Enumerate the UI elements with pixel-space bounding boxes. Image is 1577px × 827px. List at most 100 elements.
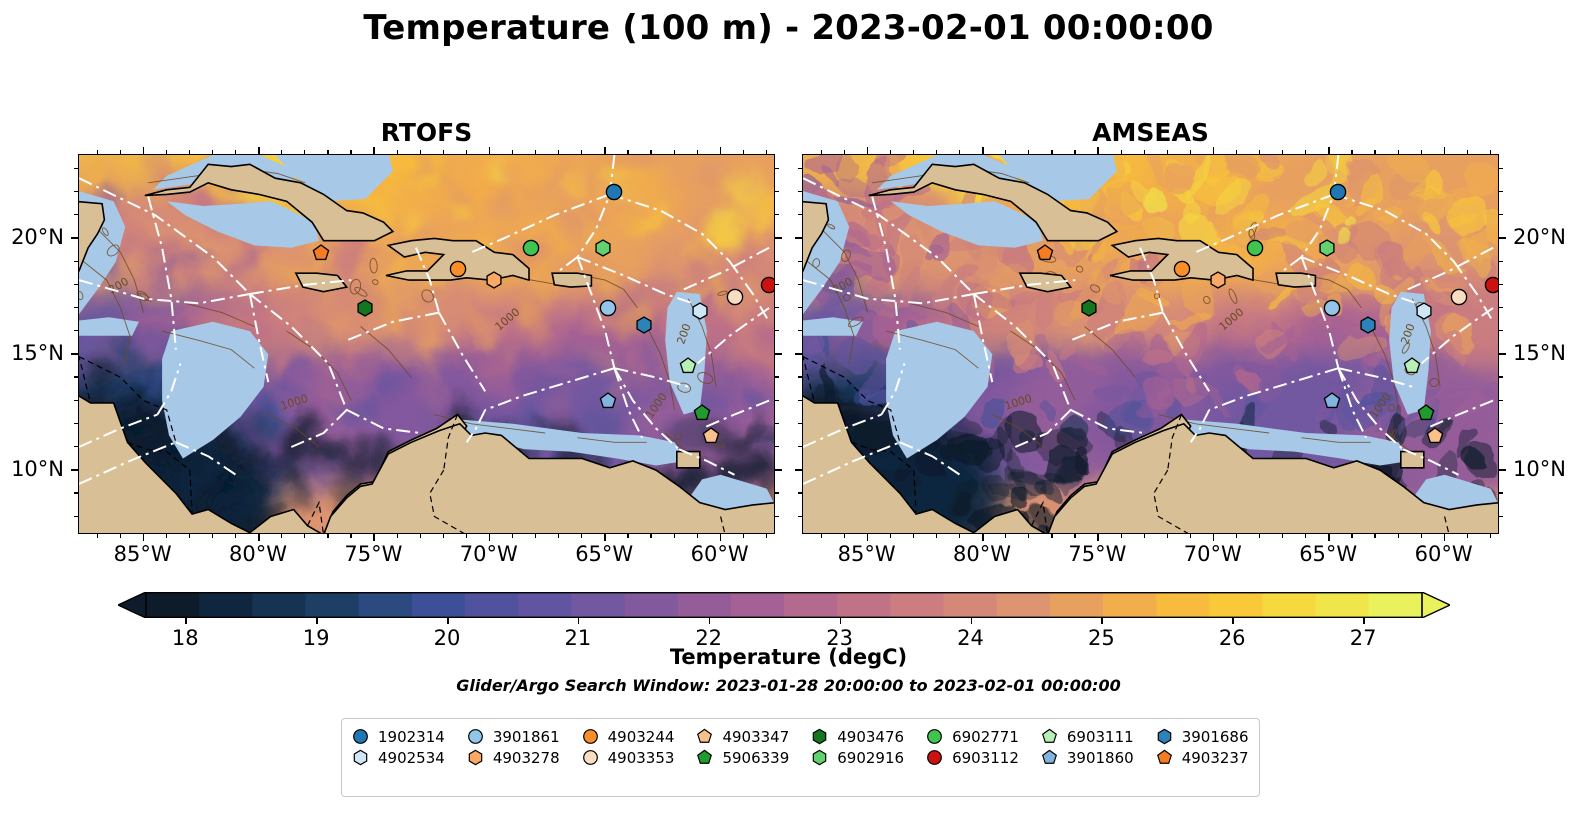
legend-item-4903353[interactable]: 4903353 [582,748,674,767]
legend-label: 4903476 [837,727,905,746]
axis-tick [119,534,121,538]
axis-tick [775,260,779,262]
float-marker-5906339[interactable] [693,403,712,426]
float-marker-6903111[interactable] [1403,357,1422,380]
axis-tick [1351,534,1353,538]
xtick-label: 65°W [575,542,634,566]
float-marker-3901686[interactable] [635,315,654,338]
legend-item-1902314[interactable]: 1902314 [352,727,445,746]
float-marker-3901861[interactable] [598,299,617,322]
axis-tick [1397,150,1399,154]
legend-item-6902916[interactable]: 6902916 [811,748,904,767]
axis-tick [982,147,984,154]
float-marker-1902314[interactable] [1329,183,1348,206]
map-panel-rtofs[interactable]: RTOFS 1000 1000 1000 200 200 85°W 80°W 75°W 70°… [11,118,782,566]
float-marker-6902916[interactable] [593,239,612,262]
axis-tick [119,150,121,154]
axis-tick [327,150,329,154]
axis-tick [373,147,375,154]
legend-item-3901686[interactable]: 3901686 [1156,727,1249,746]
xtick-label: 70°W [459,542,518,566]
legend-item-6902771[interactable]: 6902771 [926,727,1019,746]
float-marker-4903278[interactable] [1209,271,1228,294]
axis-tick [935,534,938,538]
float-marker-4903244[interactable] [448,259,467,282]
float-marker-1902314[interactable] [605,183,624,206]
legend-item-4903347[interactable]: 4903347 [696,727,789,746]
pentagon-marker-icon [1041,728,1058,745]
pentagon-marker-icon [696,749,713,766]
float-marker-4903353[interactable] [1449,287,1468,310]
legend-label: 1902314 [378,727,445,746]
float-marker-6902771[interactable] [522,239,541,262]
float-marker-4902534[interactable] [690,301,709,324]
float-marker-3901861[interactable] [1322,299,1341,322]
legend-label: 4903244 [607,727,675,746]
float-marker-6902771[interactable] [1246,239,1265,262]
float-marker-4903278[interactable] [485,271,504,294]
float-marker-4903476[interactable] [356,299,375,322]
legend-item-5906339[interactable]: 5906339 [696,748,789,767]
legend-item-4903278[interactable]: 4903278 [467,748,560,767]
legend-item-3901860[interactable]: 3901860 [1041,748,1134,767]
axis-tick [1499,492,1503,494]
hexagon-marker-icon [352,749,369,766]
float-marker-4903476[interactable] [1080,299,1099,322]
map-canvas-rtofs[interactable]: 1000 1000 1000 200 200 [78,154,775,534]
float-marker-6903111[interactable] [679,357,698,380]
float-marker-4903237[interactable] [1036,243,1055,266]
float-marker-6903112[interactable] [760,276,774,299]
legend-item-4902534[interactable]: 4902534 [352,748,445,767]
axis-tick [488,534,491,541]
axis-tick [1259,150,1261,154]
legend-item-6903112[interactable]: 6903112 [926,748,1019,767]
axis-tick [912,534,915,538]
float-marker-4903244[interactable] [1172,259,1191,282]
axis-tick [775,306,779,309]
float-marker-3901860[interactable] [598,391,617,414]
float-marker-4903347[interactable] [702,426,721,449]
axis-tick [1499,330,1503,332]
hexagon-marker-icon [467,749,484,766]
float-marker-3901860[interactable] [1322,391,1341,414]
float-marker-4903347[interactable] [1426,426,1445,449]
ytick-label: 20°N [1513,225,1566,250]
axis-tick [1235,534,1238,538]
axis-tick [696,534,698,538]
circle-marker-icon [467,728,484,745]
axis-tick [958,534,961,538]
axis-tick [511,534,514,538]
axis-tick [719,147,722,154]
axis-tick [765,150,768,154]
xtick-label: 60°W [1414,542,1473,566]
float-marker-6903112[interactable] [1484,276,1498,299]
float-marker-4902534[interactable] [1414,301,1433,324]
axis-tick [1282,150,1284,154]
float-legend[interactable]: 1902314 3901861 4903244 4903347 4903476 69027… [341,718,1260,797]
axis-tick [627,534,629,538]
legend-item-4903244[interactable]: 4903244 [582,727,675,746]
legend-label: 4903237 [1181,748,1249,767]
axis-tick [1305,534,1307,538]
legend-item-4903237[interactable]: 4903237 [1156,748,1249,767]
circle-marker-icon [582,728,599,745]
legend-item-6903111[interactable]: 6903111 [1041,727,1134,746]
legend-item-3901861[interactable]: 3901861 [467,727,560,746]
float-marker-6902916[interactable] [1317,239,1336,262]
axis-tick [775,283,779,286]
axis-tick [765,534,768,538]
axis-tick [1499,167,1503,170]
axis-tick [1051,534,1053,538]
axis-tick [958,150,961,154]
axis-tick [1499,515,1503,517]
axis-tick [419,150,421,154]
float-marker-5906339[interactable] [1417,403,1436,426]
axis-tick [465,534,467,538]
map-panel-amseas[interactable]: AMSEAS 1000 1000 1000 200 200 85°W 80°W 75°W 70… [795,118,1566,566]
axis-tick [1374,150,1376,154]
legend-item-4903476[interactable]: 4903476 [811,727,904,746]
float-marker-4903353[interactable] [725,287,744,310]
map-canvas-amseas[interactable]: 1000 1000 1000 200 200 [802,154,1499,534]
float-marker-4903237[interactable] [312,243,331,266]
float-marker-3901686[interactable] [1359,315,1378,338]
